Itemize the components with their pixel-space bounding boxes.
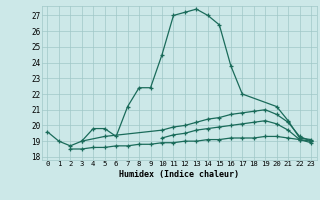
X-axis label: Humidex (Indice chaleur): Humidex (Indice chaleur) [119, 170, 239, 179]
